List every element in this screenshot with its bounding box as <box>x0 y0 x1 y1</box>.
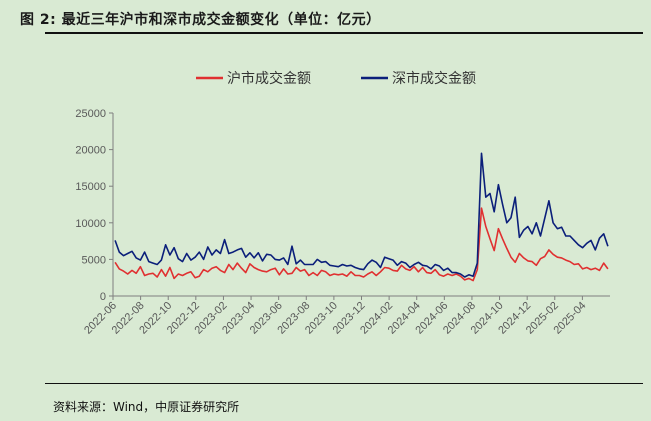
series-line-0 <box>114 207 609 282</box>
line-chart: 沪市成交金额 深市成交金额 050001000015000200002500020… <box>75 70 610 337</box>
y-tick-label: 25000 <box>75 108 106 120</box>
top-rule <box>45 32 643 34</box>
y-tick-label: 0 <box>100 291 106 303</box>
y-tick-label: 10000 <box>75 218 106 230</box>
chart-legend: 沪市成交金额 深市成交金额 <box>196 70 476 87</box>
figure-title: 图 2: 最近三年沪市和深市成交金额变化（单位：亿元） <box>20 12 381 28</box>
legend-label-1: 深市成交金额 <box>392 70 476 87</box>
y-tick-label: 15000 <box>75 181 106 193</box>
bottom-rule <box>45 383 643 384</box>
source-note: 资料来源：Wind，中原证券研究所 <box>53 400 240 414</box>
chart-series <box>114 152 609 282</box>
y-tick-label: 20000 <box>75 145 106 157</box>
chart-axes: 05000100001500020000250002022-062022-082… <box>75 108 610 337</box>
legend-label-0: 沪市成交金额 <box>227 70 311 87</box>
y-tick-label: 5000 <box>82 254 106 266</box>
series-line-1 <box>114 152 609 278</box>
